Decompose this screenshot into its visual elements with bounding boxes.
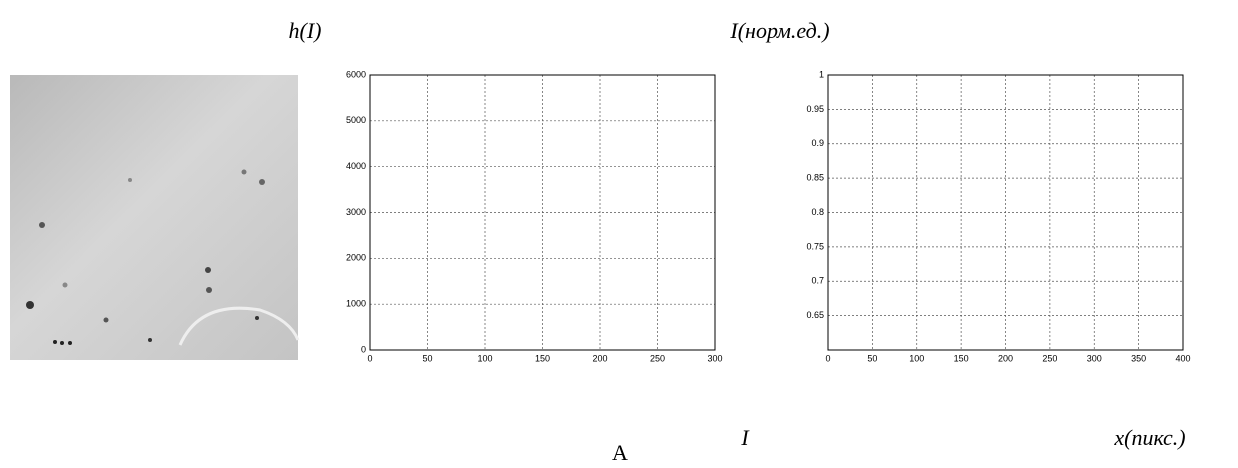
x-tick-label: 400 xyxy=(1175,353,1190,363)
x-tick-label: 350 xyxy=(1131,353,1146,363)
y-tick-label: 0.65 xyxy=(806,310,824,320)
micrograph xyxy=(10,75,300,360)
y-tick-label: 0.7 xyxy=(811,276,824,286)
plot-frame xyxy=(369,74,716,351)
x-tick-label: 300 xyxy=(707,353,722,363)
x-tick-label: 150 xyxy=(954,353,969,363)
x-tick-label: 200 xyxy=(998,353,1013,363)
x-tick-label: 0 xyxy=(825,353,830,363)
x-tick-label: 200 xyxy=(592,353,607,363)
y-tick-label: 0.9 xyxy=(811,138,824,148)
y-tick-label: 5000 xyxy=(346,115,366,125)
x-tick-label: 150 xyxy=(535,353,550,363)
y-tick-label: 1000 xyxy=(346,299,366,309)
caption: A xyxy=(612,440,628,465)
x-tick-label: 300 xyxy=(1087,353,1102,363)
y-tick-label: 6000 xyxy=(346,69,366,79)
x-tick-label: 100 xyxy=(477,353,492,363)
y-tick-label: 2000 xyxy=(346,253,366,263)
plot-frame xyxy=(827,74,1184,351)
y-tick-label: 3000 xyxy=(346,207,366,217)
x-tick-label: 250 xyxy=(650,353,665,363)
y-tick-label: 0.95 xyxy=(806,104,824,114)
y-tick-label: 0 xyxy=(361,344,366,354)
x-tick-label: 100 xyxy=(909,353,924,363)
x-tick-label: 250 xyxy=(1042,353,1057,363)
y-tick-label: 0.75 xyxy=(806,241,824,251)
y-axis-label: h(I) xyxy=(289,18,322,43)
y-tick-label: 0.85 xyxy=(806,173,824,183)
x-tick-label: 50 xyxy=(422,353,432,363)
x-tick-label: 50 xyxy=(867,353,877,363)
y-tick-label: 0.8 xyxy=(811,207,824,217)
x-axis-label: I xyxy=(740,425,750,450)
y-tick-label: 4000 xyxy=(346,161,366,171)
x-axis-label: x(пикс.) xyxy=(1113,425,1185,450)
y-tick-label: 1 xyxy=(819,69,824,79)
x-tick-label: 0 xyxy=(367,353,372,363)
y-axis-label: I(норм.ед.) xyxy=(729,18,829,43)
